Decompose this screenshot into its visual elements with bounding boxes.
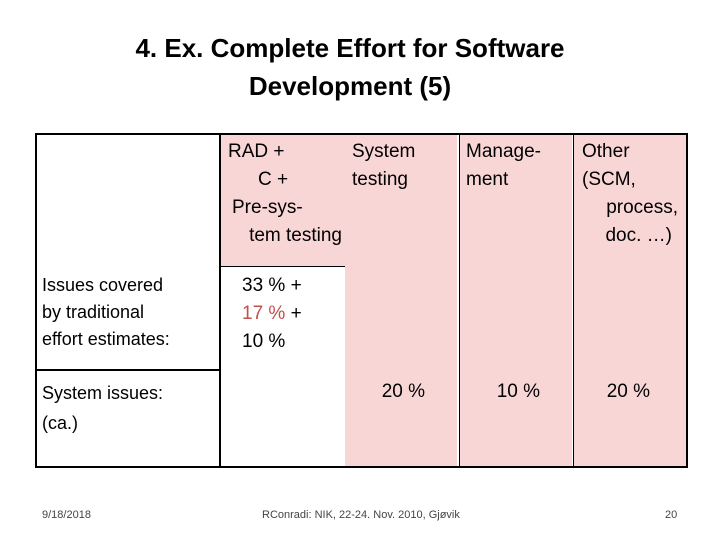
table-border-left [35,133,37,468]
percent-rad-plus: + [285,275,302,296]
percent-rad: 33 % + [222,272,342,300]
header-management: Manage- ment [466,138,572,194]
row1-label-line1: Issues covered [42,275,164,295]
row2-label-line1: System issues: [42,383,164,403]
header-other-line2: (SCM, [582,169,636,190]
percent-c-plus: + [285,303,302,324]
system-testing-column [345,135,457,467]
percent-c-value: 17 % [242,303,286,324]
header-other-line3: process, [606,197,678,218]
header-other-line4: doc. …) [605,225,672,246]
row1-label-line2: by traditional [42,302,145,322]
header-rad-c-presystem: RAD + C + Pre-sys- tem testing [222,138,342,250]
header-management-line2: ment [466,169,509,190]
header-rad-line4: tem testing [249,225,342,246]
header-rad-line1: RAD + [228,141,285,162]
row1-label-line3: effort estimates: [42,329,170,349]
row2-label-line2: (ca.) [42,413,78,433]
table-divider-col4 [573,133,574,467]
value-system-testing: 20 % [381,381,425,402]
table-divider-row2 [37,369,221,371]
percent-presystem-value: 10 % [242,331,286,352]
percent-c: 17 % + [222,300,342,328]
rad-header-cell [219,135,345,267]
row-label-system-issues: System issues: (ca.) [42,378,220,438]
slide-title-line2: Development (5) [248,71,452,101]
percent-rad-value: 33 % [242,275,286,296]
footer-center: RConradi: NIK, 22-24. Nov. 2010, Gjøvik [262,509,460,521]
table-divider-row-header [219,266,345,267]
table-divider-col3 [459,133,460,467]
table-border-top [35,133,687,135]
table-border-bottom [35,466,687,468]
header-rad-line2: C + [258,169,289,190]
header-rad-line3: Pre-sys- [232,197,303,218]
header-system-testing: System testing [352,138,452,194]
value-other: 20 % [606,381,650,402]
management-column [460,135,572,467]
value-management: 10 % [496,381,540,402]
percent-presystem: 10 % [222,328,342,356]
other-column [574,135,686,467]
header-other-line1: Other [582,141,630,162]
slide-title: 4. Ex. Complete Effort for Software [135,33,565,63]
header-system-line1: System [352,141,416,162]
header-other: Other (SCM, process, doc. …) [578,138,678,250]
table-divider-col1 [219,133,221,467]
page-number: 20 [665,509,678,521]
header-management-line1: Manage- [466,141,541,162]
header-system-line2: testing [352,169,408,190]
row-label-traditional-estimates: Issues covered by traditional effort est… [42,272,220,353]
footer-date: 9/18/2018 [42,509,91,521]
table-border-right [686,133,688,468]
row1-percentages: 33 % + 17 % + 10 % [222,272,342,356]
